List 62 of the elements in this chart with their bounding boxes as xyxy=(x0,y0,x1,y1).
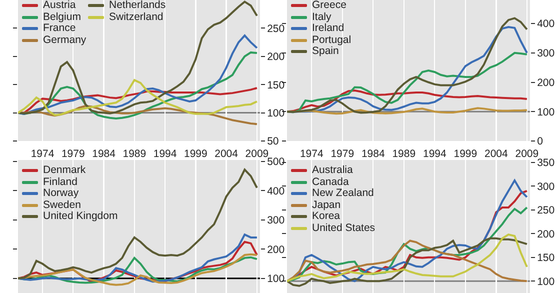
legend-label: United Kingdom xyxy=(43,210,118,222)
x-tick-label: 2009 xyxy=(515,148,539,160)
legend-label: Portugal xyxy=(312,34,352,46)
legend-label: Italy xyxy=(312,10,332,22)
y-tick-label: 500 xyxy=(267,156,285,168)
y-tick-label: 300 xyxy=(537,48,555,60)
x-tick-label: 2004 xyxy=(214,148,238,160)
y-tick-label: 350 xyxy=(537,157,555,170)
legend-label: Netherlands xyxy=(109,0,166,12)
y-tick-label: 0 xyxy=(537,136,544,148)
x-tick-label: 2004 xyxy=(484,148,508,160)
y-tick-label: 250 xyxy=(537,204,555,217)
legend-label: France xyxy=(43,22,76,34)
y-tick-label: 50 xyxy=(267,136,279,148)
y-tick-label: 400 xyxy=(537,18,555,30)
y-tick-label: 400 xyxy=(267,185,285,198)
legend-label: Finland xyxy=(43,176,78,188)
legend-label: Australia xyxy=(312,164,353,176)
legend-label: Denmark xyxy=(43,164,86,176)
x-tick-label: 1974 xyxy=(300,148,324,160)
legend-label: Spain xyxy=(312,45,339,58)
y-tick-label: 100 xyxy=(267,273,285,286)
y-tick-label: 150 xyxy=(537,252,555,264)
legend-label: Austria xyxy=(43,0,76,12)
y-tick-label: 200 xyxy=(537,76,555,89)
legend-label: Canada xyxy=(312,176,349,188)
legend-label: Norway xyxy=(43,187,79,200)
legend-label: Sweden xyxy=(43,198,81,211)
y-tick-label: 200 xyxy=(267,51,285,64)
legend-label: Switzerland xyxy=(109,10,164,23)
legend-label: Korea xyxy=(312,210,340,222)
y-tick-label: 250 xyxy=(267,22,285,35)
x-tick-label: 1984 xyxy=(92,148,116,160)
y-tick-label: 100 xyxy=(267,107,285,120)
x-tick-label: 1999 xyxy=(454,148,478,160)
y-tick-label: 300 xyxy=(267,214,285,227)
x-tick-label: 1974 xyxy=(30,148,54,160)
line-series xyxy=(18,0,258,114)
legend-label: Greece xyxy=(312,0,346,12)
line-series xyxy=(18,34,258,115)
x-tick-label: 1979 xyxy=(330,148,354,160)
x-tick-label: 1989 xyxy=(122,148,146,160)
legend-label: Ireland xyxy=(312,22,344,34)
y-tick-label: 200 xyxy=(267,244,285,256)
x-tick-label: 1994 xyxy=(153,148,177,160)
y-tick-label: 200 xyxy=(537,228,555,240)
x-tick-label: 1994 xyxy=(422,148,446,160)
y-tick-label: 100 xyxy=(537,276,555,288)
y-tick-label: 100 xyxy=(537,106,555,118)
y-tick-label: 300 xyxy=(537,180,555,193)
y-tick-label: 150 xyxy=(267,79,285,92)
x-tick-label: 1984 xyxy=(361,148,385,160)
line-series xyxy=(18,79,258,116)
x-tick-label: 2009 xyxy=(245,148,269,160)
legend-label: Belgium xyxy=(43,10,81,23)
x-tick-label: 1999 xyxy=(184,148,208,160)
legend-label: Japan xyxy=(312,198,341,211)
x-tick-label: 1979 xyxy=(61,148,85,160)
legend-label: United States xyxy=(312,222,376,234)
legend-label: Germany xyxy=(43,34,86,46)
legend-label: New Zealand xyxy=(312,187,374,200)
x-tick-label: 1989 xyxy=(392,148,416,160)
